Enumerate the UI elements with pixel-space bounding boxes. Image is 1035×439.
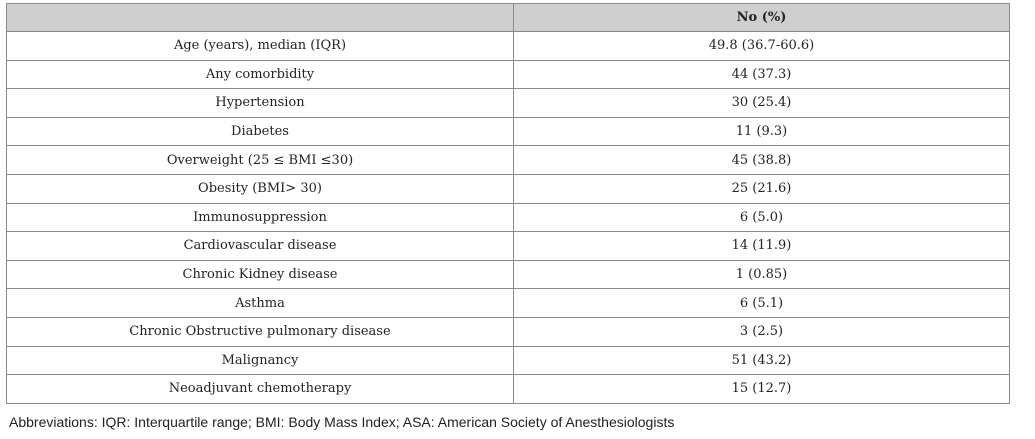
row-value-cell: 45 (38.8) xyxy=(513,145,1010,175)
table-header-row: No (%) xyxy=(6,3,1010,32)
row-label-cell: Chronic Kidney disease xyxy=(6,259,514,290)
table-row: Chronic Kidney disease 1 (0.85) xyxy=(6,259,1010,290)
header-value-cell: No (%) xyxy=(513,3,1010,32)
row-value-cell: 25 (21.6) xyxy=(513,173,1010,204)
row-label-cell: Age (years), median (IQR) xyxy=(6,31,514,61)
table-row: Cardiovascular disease 14 (11.9) xyxy=(6,231,1010,261)
row-value-cell: 11 (9.3) xyxy=(513,116,1010,147)
table-row: Obesity (BMI> 30) 25 (21.6) xyxy=(6,173,1010,204)
table-row: Malignancy 51 (43.2) xyxy=(6,345,1010,376)
table-row: Immunosuppression 6 (5.0) xyxy=(6,202,1010,233)
table-row: Diabetes 11 (9.3) xyxy=(6,116,1010,147)
row-label-cell: Hypertension xyxy=(6,88,514,118)
row-value-cell: 30 (25.4) xyxy=(513,88,1010,118)
row-label-cell: Immunosuppression xyxy=(6,202,514,233)
row-value-cell: 15 (12.7) xyxy=(513,374,1010,404)
row-label-cell: Overweight (25 ≤ BMI ≤30) xyxy=(6,145,514,175)
row-label-cell: Cardiovascular disease xyxy=(6,231,514,261)
row-value-cell: 49.8 (36.7-60.6) xyxy=(513,31,1010,61)
table-footnote: Abbreviations: IQR: Interquartile range;… xyxy=(9,414,675,430)
row-label-cell: Obesity (BMI> 30) xyxy=(6,173,514,204)
comorbidity-table: No (%) Age (years), median (IQR) 49.8 (36… xyxy=(6,3,1010,404)
header-label-cell xyxy=(6,3,514,32)
row-value-cell: 6 (5.1) xyxy=(513,288,1010,318)
row-label-cell: Diabetes xyxy=(6,116,514,147)
row-label-cell: Chronic Obstructive pulmonary disease xyxy=(6,316,514,347)
table-body: Age (years), median (IQR) 49.8 (36.7-60.6… xyxy=(6,31,1010,404)
row-value-cell: 14 (11.9) xyxy=(513,231,1010,261)
table-row: Overweight (25 ≤ BMI ≤30) 45 (38.8) xyxy=(6,145,1010,175)
row-label-cell: Asthma xyxy=(6,288,514,318)
row-label-cell: Neoadjuvant chemotherapy xyxy=(6,374,514,404)
table-row: Asthma 6 (5.1) xyxy=(6,288,1010,318)
row-label-cell: Any comorbidity xyxy=(6,59,514,90)
row-value-cell: 3 (2.5) xyxy=(513,316,1010,347)
table-row: Chronic Obstructive pulmonary disease 3 (… xyxy=(6,316,1010,347)
row-value-cell: 1 (0.85) xyxy=(513,259,1010,290)
row-value-cell: 6 (5.0) xyxy=(513,202,1010,233)
row-value-cell: 44 (37.3) xyxy=(513,59,1010,90)
row-value-cell: 51 (43.2) xyxy=(513,345,1010,376)
row-label-cell: Malignancy xyxy=(6,345,514,376)
table-row: Hypertension 30 (25.4) xyxy=(6,88,1010,118)
table-row: Age (years), median (IQR) 49.8 (36.7-60.6… xyxy=(6,31,1010,61)
table-row: Any comorbidity 44 (37.3) xyxy=(6,59,1010,90)
table-row: Neoadjuvant chemotherapy 15 (12.7) xyxy=(6,374,1010,404)
